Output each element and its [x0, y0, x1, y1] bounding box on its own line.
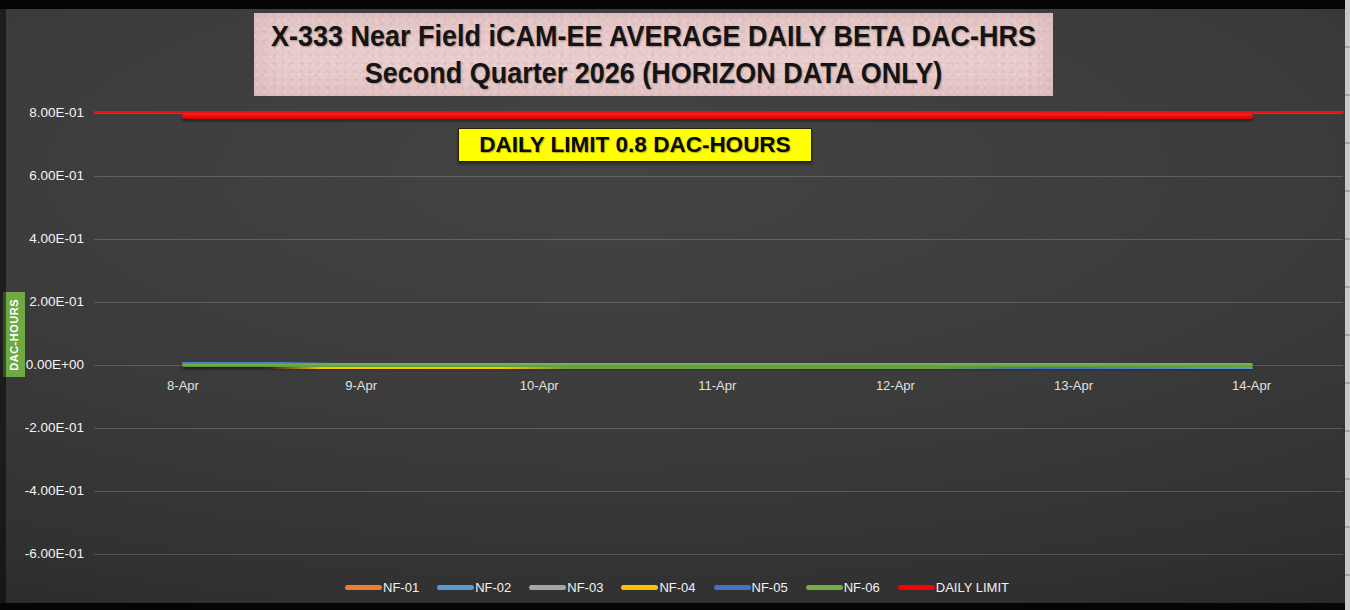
legend-item: DAILY LIMIT	[898, 580, 1009, 595]
legend-swatch-nf-03	[529, 585, 566, 590]
legend-label: NF-05	[752, 580, 788, 595]
daily-limit-series-line	[182, 114, 1253, 119]
y-tick-label: 2.00E-01	[18, 293, 84, 311]
daily-limit-callout: DAILY LIMIT 0.8 DAC-HOURS	[458, 128, 812, 162]
legend-label: NF-04	[659, 580, 695, 595]
legend-swatch-nf-01	[345, 585, 382, 590]
legend: NF-01 NF-02 NF-03 NF-04 NF-05 NF-06 DAILY LIMI…	[345, 580, 1009, 595]
legend-label: DAILY LIMIT	[936, 580, 1009, 595]
gridline	[94, 239, 1343, 240]
legend-label: NF-01	[383, 580, 419, 595]
x-tick-label: 8-Apr	[143, 378, 223, 393]
gridline	[94, 302, 1343, 303]
y-tick-label: 6.00E-01	[18, 167, 84, 185]
legend-item: NF-04	[621, 580, 695, 595]
y-tick-label: -2.00E-01	[18, 419, 84, 437]
nf04-series-line	[182, 367, 1253, 369]
y-tick-label: -4.00E-01	[18, 482, 84, 500]
nf05-series-line	[182, 362, 337, 364]
legend-item: NF-06	[806, 580, 880, 595]
chart-title-line1: X-333 Near Field iCAM-EE AVERAGE DAILY B…	[271, 17, 1036, 56]
legend-swatch-nf-06	[806, 585, 843, 590]
gridline	[94, 176, 1343, 177]
gridline	[94, 428, 1343, 429]
x-tick-label: 14-Apr	[1212, 378, 1292, 393]
y-axis-title-box: DAC-HOURS	[3, 292, 25, 377]
legend-label: NF-02	[475, 580, 511, 595]
y-tick-label: 4.00E-01	[18, 230, 84, 248]
daily-limit-line	[94, 111, 1344, 113]
y-tick-label: -6.00E-01	[18, 545, 84, 563]
right-edge-strip	[1345, 0, 1350, 610]
x-tick-label: 9-Apr	[321, 378, 401, 393]
bottom-border	[0, 603, 1350, 610]
chart-title-box: X-333 Near Field iCAM-EE AVERAGE DAILY B…	[254, 13, 1053, 96]
legend-item: NF-03	[529, 580, 603, 595]
chart-title-line2: Second Quarter 2026 (HORIZON DATA ONLY)	[365, 53, 943, 92]
left-border	[0, 0, 6, 610]
x-tick-label: 11-Apr	[677, 378, 757, 393]
x-tick-label: 13-Apr	[1034, 378, 1114, 393]
top-border	[0, 0, 1350, 9]
gridline	[94, 554, 1343, 555]
gridline	[94, 491, 1343, 492]
legend-item: NF-01	[345, 580, 419, 595]
y-tick-label: 0.00E+00	[18, 356, 84, 374]
y-axis-title: DAC-HOURS	[8, 299, 20, 371]
legend-label: NF-06	[844, 580, 880, 595]
x-tick-label: 10-Apr	[499, 378, 579, 393]
legend-item: NF-02	[437, 580, 511, 595]
daily-limit-callout-text: DAILY LIMIT 0.8 DAC-HOURS	[479, 132, 790, 158]
legend-swatch-nf-04	[621, 585, 658, 590]
legend-swatch-daily-limit	[898, 585, 935, 590]
x-tick-label: 12-Apr	[855, 378, 935, 393]
y-tick-label: 8.00E-01	[18, 104, 84, 122]
legend-item: NF-05	[714, 580, 788, 595]
legend-swatch-nf-02	[437, 585, 474, 590]
legend-swatch-nf-05	[714, 585, 751, 590]
legend-label: NF-03	[567, 580, 603, 595]
